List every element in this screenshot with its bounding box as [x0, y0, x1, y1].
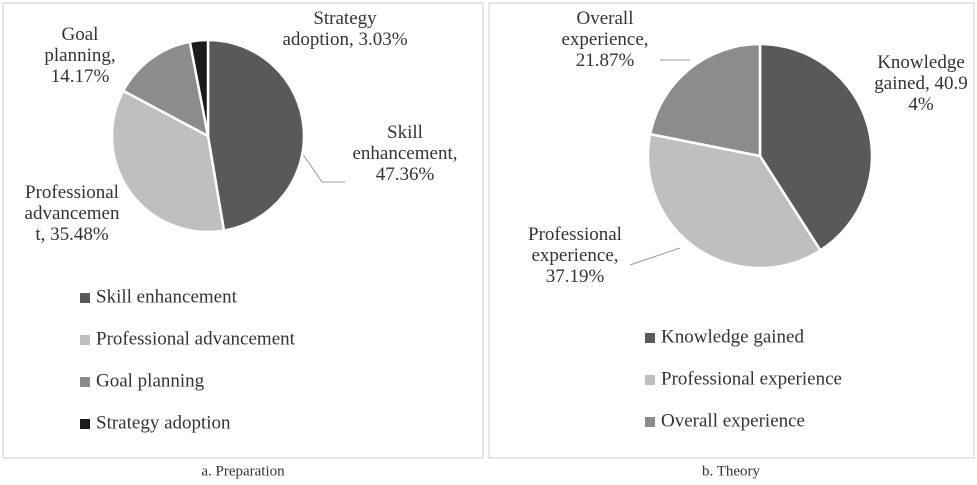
legend-label: Skill enhancement	[96, 286, 238, 307]
data-label: Professional experience, 37.19%	[528, 224, 622, 287]
legend-swatch	[80, 377, 90, 387]
legend-label: Overall experience	[661, 410, 805, 431]
legend-swatch	[80, 419, 90, 429]
legend-label: Professional advancement	[96, 328, 296, 349]
pie-slice	[646, 132, 823, 270]
panel-border	[488, 2, 975, 459]
data-label: Skill enhancement, 47.36%	[352, 122, 458, 185]
leader-line	[299, 149, 345, 183]
pie-slice	[110, 89, 226, 234]
data-label: Strategy adoption, 3.03%	[282, 8, 408, 50]
panel-border	[2, 2, 484, 459]
data-label: Knowledge gained, 40.94%	[874, 52, 968, 115]
data-label: Professional advancement, 35.48%	[24, 182, 120, 245]
legend-label: Goal planning	[96, 370, 205, 391]
legend-label: Strategy adoption	[96, 412, 231, 433]
pie-slice	[121, 40, 210, 139]
legend-swatch	[645, 375, 655, 385]
leader-line	[629, 247, 681, 266]
legend-swatch	[645, 417, 655, 427]
pie-slice	[206, 38, 306, 233]
legend-swatch	[645, 333, 655, 343]
caption: b. Theory	[702, 463, 761, 479]
legend-swatch	[80, 293, 90, 303]
pie-slice	[648, 42, 762, 158]
legend-label: Knowledge gained	[661, 326, 804, 347]
data-label: Goal planning, 14.17%	[44, 24, 116, 87]
legend-swatch	[80, 335, 90, 345]
pie-slice	[188, 38, 210, 137]
data-label: Overall experience, 21.87%	[561, 8, 649, 71]
caption: a. Preparation	[201, 463, 285, 479]
legend-label: Professional experience	[661, 368, 842, 389]
